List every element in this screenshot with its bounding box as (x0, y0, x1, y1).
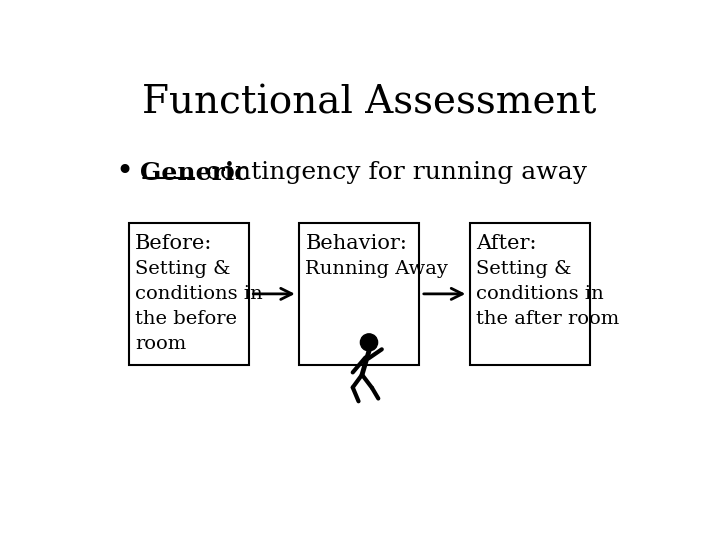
Circle shape (361, 334, 377, 351)
FancyBboxPatch shape (129, 222, 249, 365)
Text: Behavior:: Behavior: (305, 234, 408, 253)
Text: Setting &
conditions in
the after room: Setting & conditions in the after room (476, 260, 619, 328)
FancyBboxPatch shape (469, 222, 590, 365)
Text: Functional Assessment: Functional Assessment (142, 85, 596, 122)
Text: contingency for running away: contingency for running away (199, 161, 588, 184)
Text: Running Away: Running Away (305, 260, 449, 278)
Text: After:: After: (476, 234, 536, 253)
Text: Setting &
conditions in
the before
room: Setting & conditions in the before room (135, 260, 263, 353)
FancyBboxPatch shape (300, 222, 419, 365)
Text: Before:: Before: (135, 234, 212, 253)
Text: •: • (116, 157, 134, 188)
Text: Generic: Generic (140, 160, 250, 185)
